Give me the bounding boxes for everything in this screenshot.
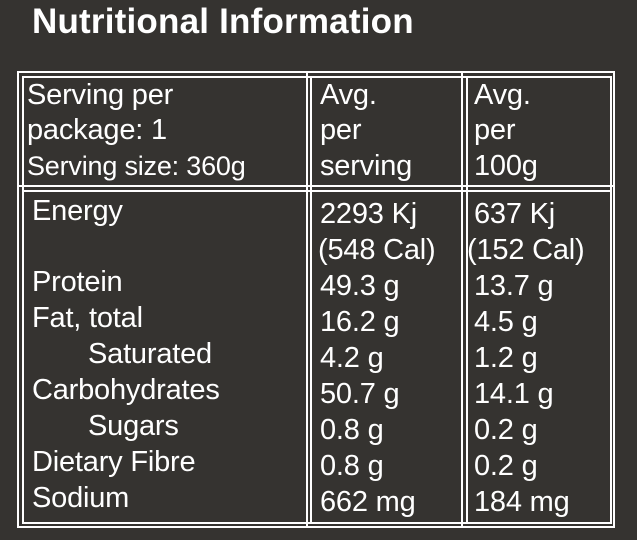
column-divider-2b [466, 76, 468, 524]
row-100g-fat: 4.5 g [474, 306, 538, 338]
row-label-carbohydrates: Carbohydrates [32, 374, 220, 406]
header-serving-per: Serving per [27, 79, 174, 111]
row-label-sodium: Sodium [32, 482, 130, 514]
row-serving-cal: (548 Cal) [318, 234, 436, 266]
row-100g-fibre: 0.2 g [474, 450, 538, 482]
row-serving-protein: 49.3 g [320, 270, 400, 302]
header-avg-serving-3: serving [320, 150, 413, 182]
header-separator [17, 185, 615, 187]
row-100g-carbohydrates: 14.1 g [474, 378, 554, 410]
header-avg-100g-2: per [474, 114, 516, 146]
row-serving-saturated: 4.2 g [320, 342, 384, 374]
row-label-sugars: Sugars [88, 410, 179, 442]
nutrition-table-inner-border [22, 76, 612, 524]
header-package: package: 1 [27, 114, 167, 146]
row-100g-saturated: 1.2 g [474, 342, 538, 374]
row-label-protein: Protein [32, 266, 123, 298]
column-divider-1 [306, 71, 308, 528]
row-100g-sugars: 0.2 g [474, 414, 538, 446]
header-avg-serving-1: Avg. [320, 79, 377, 111]
nutrition-table-outer-border [17, 71, 615, 528]
header-avg-serving-2: per [320, 114, 362, 146]
row-label-fat: Fat, total [32, 302, 143, 334]
row-100g-protein: 13.7 g [474, 270, 554, 302]
row-100g-sodium: 184 mg [474, 486, 570, 518]
row-100g-energy: 637 Kj [474, 198, 556, 230]
page-title: Nutritional Information [32, 2, 414, 41]
column-divider-1b [310, 76, 312, 524]
row-serving-sugars: 0.8 g [320, 414, 384, 446]
row-label-saturated: Saturated [88, 338, 212, 370]
row-100g-cal: (152 Cal) [467, 234, 585, 266]
row-serving-carbohydrates: 50.7 g [320, 378, 400, 410]
row-serving-fat: 16.2 g [320, 306, 400, 338]
row-serving-energy: 2293 Kj [320, 198, 417, 230]
header-avg-100g-3: 100g [474, 150, 538, 182]
row-serving-fibre: 0.8 g [320, 450, 384, 482]
row-serving-sodium: 662 mg [320, 486, 416, 518]
column-divider-2 [461, 71, 463, 528]
header-serving-size: Serving size: 360g [27, 151, 246, 181]
header-separator-b [22, 190, 612, 192]
header-avg-100g-1: Avg. [474, 79, 531, 111]
row-label-energy: Energy [32, 195, 123, 227]
row-label-fibre: Dietary Fibre [32, 446, 196, 478]
